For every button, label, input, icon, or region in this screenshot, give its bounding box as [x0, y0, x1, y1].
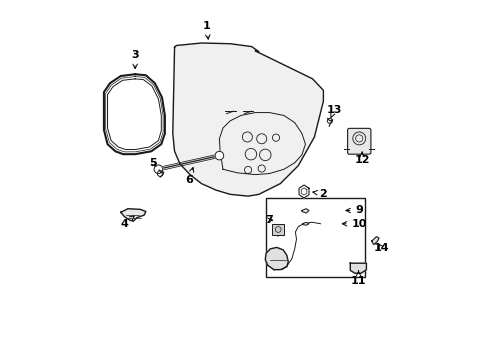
Text: 12: 12 [354, 152, 369, 165]
Polygon shape [299, 185, 308, 198]
Text: 4: 4 [120, 216, 134, 229]
Circle shape [215, 151, 223, 160]
Text: 6: 6 [184, 167, 193, 185]
Bar [265, 198, 364, 277]
Text: 11: 11 [350, 271, 366, 286]
Polygon shape [172, 43, 323, 196]
Polygon shape [302, 222, 308, 225]
Text: 13: 13 [326, 105, 341, 118]
Text: 9: 9 [345, 206, 363, 216]
Polygon shape [349, 263, 366, 273]
FancyBboxPatch shape [272, 225, 284, 234]
Text: 14: 14 [373, 243, 388, 253]
Polygon shape [301, 209, 308, 213]
Text: 8: 8 [274, 228, 282, 238]
Polygon shape [265, 247, 287, 270]
Text: 2: 2 [312, 189, 326, 199]
Text: 1: 1 [203, 21, 210, 39]
Polygon shape [371, 237, 378, 244]
Text: 3: 3 [131, 50, 139, 68]
Polygon shape [121, 209, 145, 221]
Text: 10: 10 [342, 219, 366, 229]
FancyBboxPatch shape [347, 129, 370, 154]
Circle shape [154, 165, 163, 174]
Text: 5: 5 [149, 158, 157, 168]
Text: 7: 7 [264, 215, 272, 225]
